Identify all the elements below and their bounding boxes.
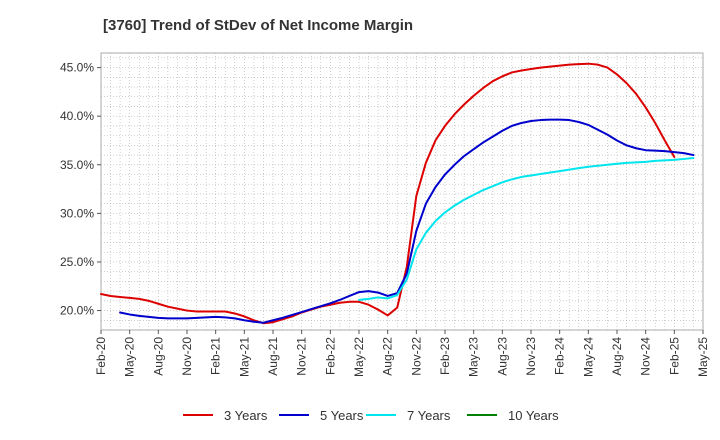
- x-tick-label: May-24: [581, 337, 595, 377]
- x-tick-label: Aug-21: [266, 337, 280, 376]
- x-tick-label: Nov-24: [639, 337, 653, 376]
- y-tick-label: 20.0%: [60, 304, 94, 318]
- y-tick-label: 30.0%: [60, 206, 94, 220]
- x-tick-label: Aug-22: [381, 337, 395, 376]
- series-line-7-years: [358, 156, 695, 301]
- y-axis: 20.0% 25.0% 30.0% 35.0% 40.0% 45.0%: [60, 61, 101, 318]
- legend-label: 7 Years: [407, 408, 451, 423]
- x-tick-label: Aug-24: [610, 337, 624, 376]
- x-tick-label: May-20: [123, 337, 137, 377]
- x-tick-label: Nov-20: [180, 337, 194, 376]
- x-tick-label: May-21: [237, 337, 251, 377]
- x-tick-label: May-23: [467, 337, 481, 377]
- x-tick-label: Feb-21: [209, 337, 223, 375]
- x-tick-label: Feb-20: [94, 337, 108, 375]
- series-line-5-years: [119, 118, 695, 324]
- x-tick-label: Nov-23: [524, 337, 538, 376]
- legend: 3 Years 5 Years 7 Years 10 Years: [183, 408, 559, 423]
- legend-label: 3 Years: [224, 408, 268, 423]
- y-tick-label: 45.0%: [60, 61, 94, 75]
- series-lines: [100, 62, 695, 325]
- x-tick-label: Feb-23: [438, 337, 452, 375]
- x-tick-label: May-22: [352, 337, 366, 377]
- legend-label: 5 Years: [320, 408, 364, 423]
- x-tick-label: Feb-25: [667, 337, 681, 375]
- y-tick-label: 40.0%: [60, 109, 94, 123]
- series-line-3-years: [100, 62, 676, 325]
- grid: [100, 53, 704, 331]
- x-tick-label: Aug-20: [151, 337, 165, 376]
- x-axis: Feb-20 May-20 Aug-20 Nov-20 Feb-21 May-21 Aug-…: [94, 330, 710, 377]
- legend-label: 10 Years: [508, 408, 559, 423]
- x-tick-label: May-25: [696, 337, 710, 377]
- y-tick-label: 35.0%: [60, 158, 94, 172]
- x-tick-label: Aug-23: [495, 337, 509, 376]
- y-tick-label: 25.0%: [60, 255, 94, 269]
- x-tick-label: Nov-22: [409, 337, 423, 376]
- x-tick-label: Feb-24: [553, 337, 567, 375]
- x-tick-label: Feb-22: [323, 337, 337, 375]
- x-tick-label: Nov-21: [295, 337, 309, 376]
- chart-title: [3760] Trend of StDev of Net Income Marg…: [103, 17, 413, 34]
